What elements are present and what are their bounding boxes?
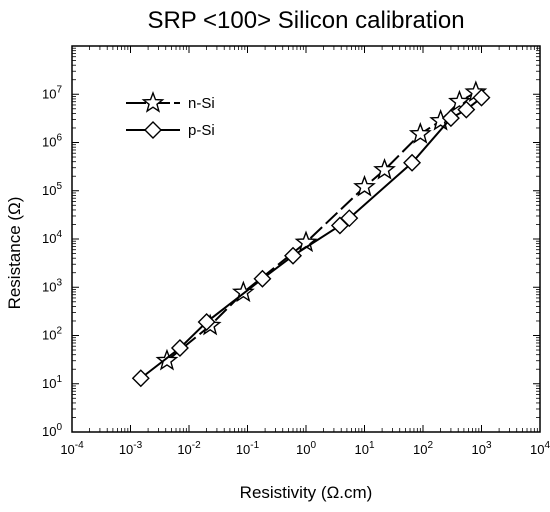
y-tick-label: 104 bbox=[42, 229, 62, 246]
data-point bbox=[155, 348, 179, 371]
series-line bbox=[166, 91, 477, 362]
x-tick-label: 10-2 bbox=[177, 440, 201, 457]
legend-label: n-Si bbox=[188, 95, 215, 112]
data-point bbox=[340, 209, 359, 228]
y-axis-title: Resistance (Ω) bbox=[5, 197, 24, 310]
legend-label: p-Si bbox=[188, 122, 215, 139]
x-tick-labels: 10-4 10-3 10-2 10-1 100 101 102 103 104 bbox=[60, 440, 550, 457]
data-point bbox=[131, 369, 150, 388]
x-tick-label: 100 bbox=[296, 440, 316, 457]
y-tick-label: 100 bbox=[42, 422, 62, 439]
data-point bbox=[441, 109, 460, 128]
data-point bbox=[197, 313, 216, 332]
y-tick-labels: 100 101 102 103 104 105 106 107 bbox=[42, 84, 62, 439]
x-tick-label: 101 bbox=[354, 440, 374, 457]
y-tick-label: 101 bbox=[42, 374, 62, 391]
x-axis-title: Resistivity (Ω.cm) bbox=[240, 483, 373, 502]
y-tick-label: 106 bbox=[42, 133, 62, 150]
legend: n-Si p-Si bbox=[126, 91, 215, 139]
y-tick-label: 107 bbox=[42, 84, 62, 101]
legend-marker bbox=[144, 121, 162, 139]
data-point bbox=[472, 88, 491, 107]
data-point bbox=[353, 174, 376, 197]
series-p-Si bbox=[131, 88, 491, 388]
data-point bbox=[284, 246, 303, 265]
data-point bbox=[170, 339, 189, 358]
x-tick-label: 10-1 bbox=[236, 440, 260, 457]
series-layer bbox=[131, 80, 491, 388]
data-point bbox=[403, 153, 422, 172]
data-point bbox=[231, 280, 255, 303]
data-point bbox=[457, 100, 476, 119]
x-tick-label: 10-4 bbox=[60, 440, 84, 457]
data-point bbox=[253, 269, 272, 288]
x-tick-label: 10-3 bbox=[119, 440, 143, 457]
legend-marker bbox=[141, 91, 165, 113]
x-tick-label: 104 bbox=[530, 440, 550, 457]
x-tick-label: 102 bbox=[413, 440, 433, 457]
data-point bbox=[373, 157, 396, 180]
y-tick-label: 103 bbox=[42, 277, 62, 294]
y-tick-label: 105 bbox=[42, 181, 62, 198]
x-tick-label: 103 bbox=[471, 440, 491, 457]
data-point bbox=[408, 122, 432, 144]
axis-ticks bbox=[71, 46, 541, 433]
y-tick-label: 102 bbox=[42, 326, 62, 343]
data-point bbox=[448, 89, 471, 112]
chart-title: SRP <100> Silicon calibration bbox=[147, 7, 464, 34]
